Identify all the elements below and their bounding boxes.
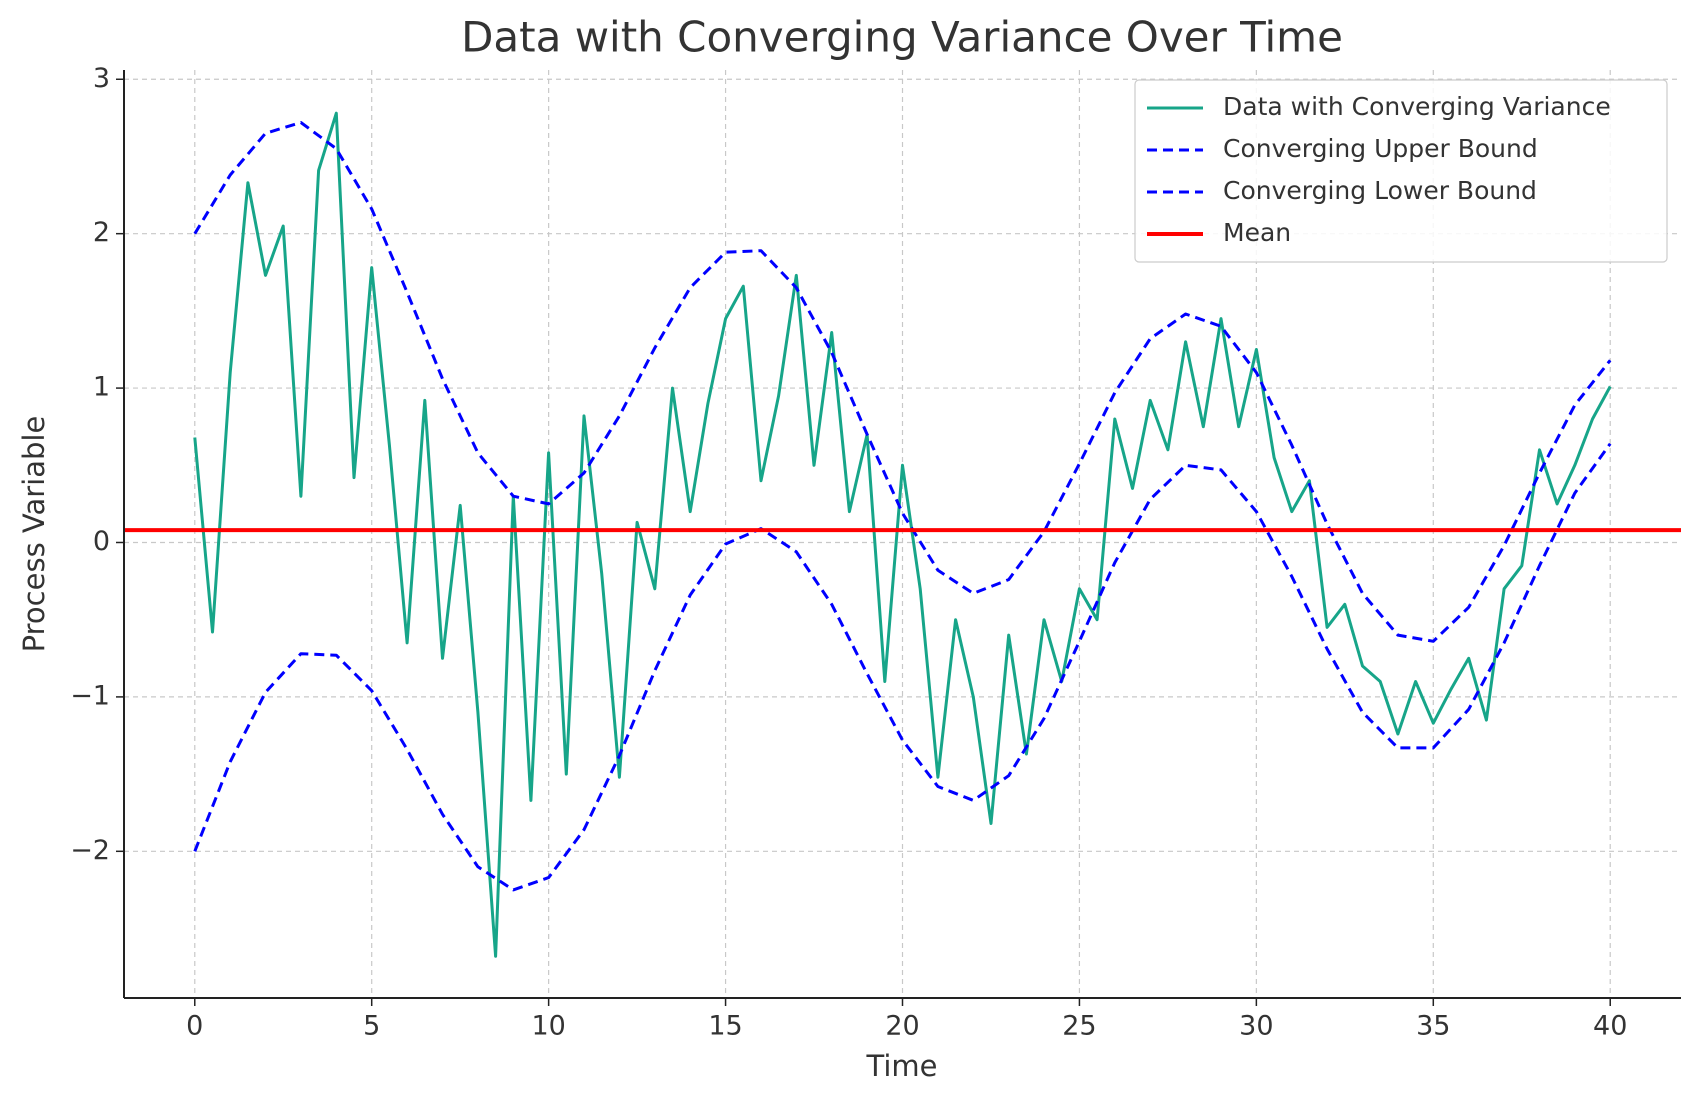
y-tick-label: 0 xyxy=(93,526,110,557)
x-tick-label: 0 xyxy=(186,1011,203,1042)
x-tick-label: 15 xyxy=(708,1011,742,1042)
y-axis-label: Process Variable xyxy=(17,416,51,653)
x-tick-label: 30 xyxy=(1239,1011,1273,1042)
legend-label: Data with Converging Variance xyxy=(1223,92,1611,121)
x-tick-label: 20 xyxy=(885,1011,919,1042)
x-tick-label: 5 xyxy=(363,1011,380,1042)
legend-box xyxy=(1134,79,1668,263)
y-tick-label: −2 xyxy=(70,835,110,866)
legend-label: Converging Upper Bound xyxy=(1223,134,1538,163)
x-axis-label: Time xyxy=(866,1049,938,1083)
chart-title: Data with Converging Variance Over Time xyxy=(461,13,1343,62)
y-tick-label: 2 xyxy=(93,217,110,248)
x-tick-label: 35 xyxy=(1416,1011,1450,1042)
x-tick-label: 40 xyxy=(1593,1011,1627,1042)
y-tick-label: 1 xyxy=(93,372,110,403)
series-line xyxy=(193,111,1612,958)
y-tick-label: 3 xyxy=(93,63,110,94)
legend-label: Mean xyxy=(1223,218,1291,247)
x-tick-label: 25 xyxy=(1062,1011,1096,1042)
x-tick-label: 10 xyxy=(531,1011,565,1042)
y-tick-label: −1 xyxy=(70,680,110,711)
legend-label: Converging Lower Bound xyxy=(1223,176,1537,205)
legend: Data with Converging Variance Converging … xyxy=(1134,79,1668,263)
